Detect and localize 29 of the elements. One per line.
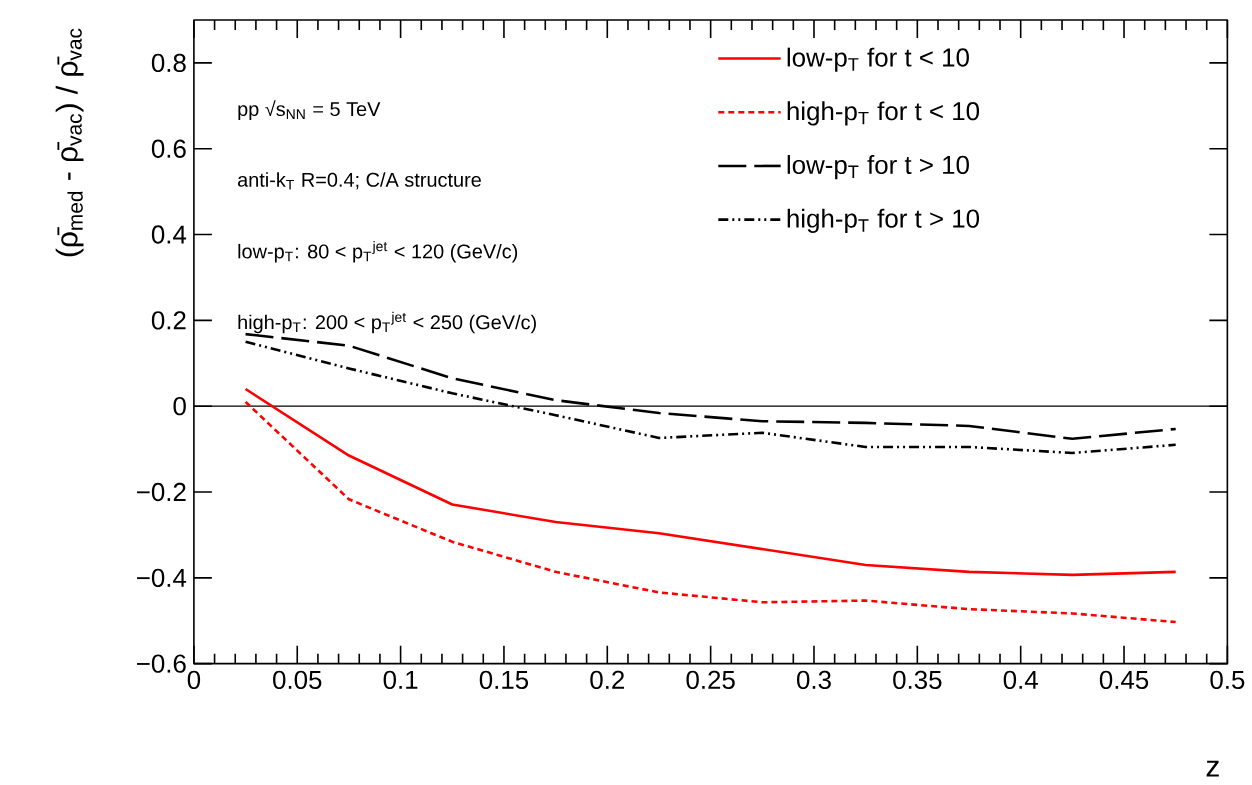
y-tick-label: 0.6 bbox=[151, 139, 186, 159]
legend-label: high-p$_{T}$ for t < 10 bbox=[787, 101, 980, 126]
y-tick-label: 0 bbox=[173, 397, 186, 416]
x-axis-title: z bbox=[1206, 761, 1219, 777]
x-tick-label: 0.1 bbox=[383, 670, 418, 690]
legend-label: low-p$_{T}$ for t < 10 bbox=[787, 47, 969, 72]
x-tick-label: 0 bbox=[187, 670, 201, 690]
y-axis-title: (ρ̄$_{med}$ - ρ̄$_{vac}$) / ρ̄$_{vac}$ bbox=[55, 28, 84, 257]
x-tick-label: 0.4 bbox=[1003, 670, 1038, 690]
legend-label: low-p$_{T}$ for t > 10 bbox=[787, 155, 969, 180]
y-tick-label: −0.6 bbox=[137, 654, 186, 674]
x-tick-label: 0.05 bbox=[273, 670, 322, 690]
annotation: low-p$_{T}$: 80 < p$_{T}$$^{jet}$ < 120 (GeV/c) bbox=[238, 241, 518, 263]
x-tick-label: 0.25 bbox=[686, 670, 735, 690]
annotation: high-p$_{T}$: 200 < p$_{T}$$^{jet}$ < 250 (GeV/c) bbox=[238, 312, 536, 334]
annotation: pp √s$_{NN}$ = 5 TeV bbox=[238, 100, 381, 121]
x-tick-label: 0.3 bbox=[796, 670, 831, 690]
annotation: anti-k$_{T}$ R=0.4; C/A structure bbox=[237, 172, 481, 190]
y-tick-label: 0.8 bbox=[151, 53, 186, 73]
legend-label: high-p$_{T}$ for t > 10 bbox=[787, 208, 980, 234]
x-tick-label: 0.15 bbox=[479, 670, 529, 690]
y-tick-label: −0.4 bbox=[137, 568, 187, 588]
y-tick-label: 0.4 bbox=[151, 225, 187, 244]
x-tick-label: 0.35 bbox=[893, 670, 942, 690]
x-tick-label: 0.5 bbox=[1210, 670, 1245, 690]
x-tick-label: 0.45 bbox=[1099, 670, 1149, 690]
y-tick-label: −0.2 bbox=[137, 483, 186, 502]
y-tick-label: 0.2 bbox=[151, 311, 186, 330]
x-tick-label: 0.2 bbox=[590, 670, 624, 690]
